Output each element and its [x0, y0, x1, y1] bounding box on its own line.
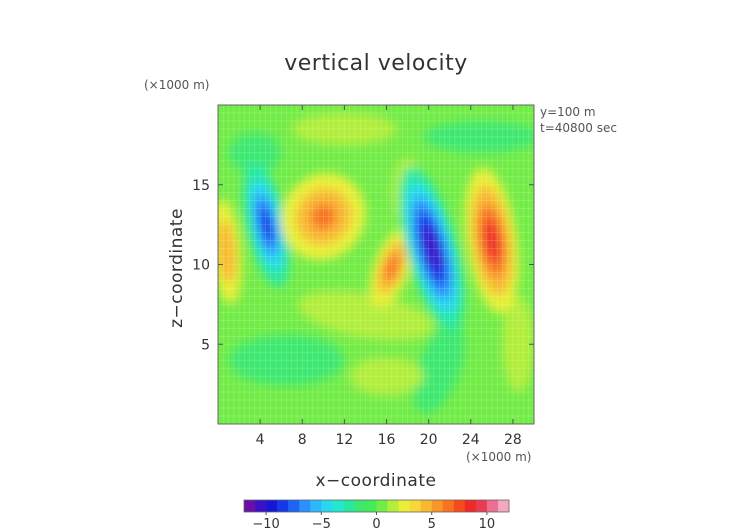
colorbar-swatch — [376, 500, 388, 512]
x-tick-label: 24 — [462, 432, 480, 448]
x-tick-label: 8 — [298, 432, 307, 448]
y-unit-label: (×1000 m) — [144, 78, 209, 92]
colorbar-swatch — [266, 500, 278, 512]
colorbar-swatch — [365, 500, 377, 512]
updraft-1-level-2 — [310, 203, 337, 230]
colorbar-swatch — [398, 500, 410, 512]
chart-title: vertical velocity — [284, 51, 468, 76]
colorbar-swatch — [420, 500, 433, 512]
colorbar-swatch — [244, 500, 256, 512]
weak-cell-5 — [228, 132, 282, 174]
colorbar-swatch — [277, 500, 289, 512]
weak-cell-2 — [413, 322, 465, 414]
colorbar-swatch — [255, 500, 267, 512]
weak-cell-3 — [423, 120, 534, 153]
y-tick-label: 15 — [192, 178, 210, 194]
colorbar-swatch — [431, 500, 444, 512]
colorbar-swatch — [453, 500, 466, 512]
y-tick-label: 5 — [201, 337, 210, 353]
weak-cell-0 — [228, 334, 345, 386]
colorbar-tick-label: −5 — [312, 517, 331, 532]
x-tick-label: 28 — [504, 432, 522, 448]
annotation-y: y=100 m — [540, 105, 596, 119]
y-ticks: 5 10 15 — [192, 178, 534, 353]
colorbar-tick-label: 0 — [372, 517, 380, 532]
colorbar-swatch — [387, 500, 399, 512]
x-tick-label: 20 — [420, 432, 438, 448]
colorbar-swatch — [332, 500, 344, 512]
colorbar-swatch — [475, 500, 488, 512]
weak-cell-7 — [349, 357, 424, 396]
x-axis-label: x−coordinate — [316, 471, 437, 491]
gridlines — [218, 105, 534, 424]
annotation-time: t=40800 sec — [540, 121, 617, 135]
colorbar-swatch — [464, 500, 477, 512]
weak-cell-1 — [297, 290, 434, 341]
weak-cell-4 — [291, 112, 398, 145]
colorbar-tick-label: 10 — [479, 517, 496, 532]
colorbar-swatch — [442, 500, 455, 512]
colorbar-swatch — [343, 500, 355, 512]
colorbar-swatch — [409, 500, 421, 512]
colorbar-swatch — [354, 500, 366, 512]
colorbar: −10 −5 0 5 10 — [243, 499, 510, 532]
weak-cell-6 — [502, 296, 534, 393]
plot-area — [218, 105, 534, 424]
colorbar-swatch — [299, 500, 311, 512]
colorbar-swatch — [310, 500, 322, 512]
updraft-2-level-3 — [483, 218, 500, 263]
x-tick-label: 4 — [256, 432, 265, 448]
updraft-1b-level-2 — [384, 253, 400, 282]
x-ticks: 4 8 12 16 20 24 28 — [256, 105, 522, 448]
downdraft-2-level-4 — [422, 225, 442, 272]
colorbar-swatch — [497, 500, 510, 512]
colorbar-tick-label: 5 — [428, 517, 436, 532]
updraft-left-edge-level-1 — [218, 220, 236, 284]
colorbar-swatch — [321, 500, 333, 512]
colorbar-tick-label: −10 — [252, 517, 279, 532]
downdraft-1-level-3 — [259, 205, 274, 244]
x-tick-label: 12 — [335, 432, 353, 448]
colorbar-swatch — [288, 500, 300, 512]
y-axis-label: z−coordinate — [167, 208, 187, 328]
y-tick-label: 10 — [192, 258, 210, 274]
x-unit-label: (×1000 m) — [466, 450, 531, 464]
colorbar-swatch — [486, 500, 499, 512]
x-tick-label: 16 — [378, 432, 396, 448]
velocity-field — [218, 112, 534, 414]
